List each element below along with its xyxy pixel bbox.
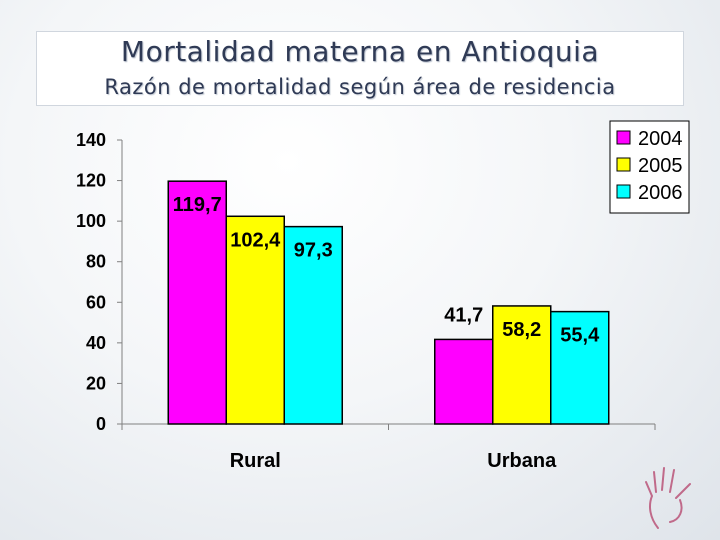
data-label: 58,2 bbox=[502, 319, 541, 341]
bar-2004-urbana bbox=[434, 338, 494, 425]
y-tick-label: 140 bbox=[76, 130, 106, 150]
bar-2006-urbana bbox=[550, 310, 610, 425]
legend-label: 2006 bbox=[638, 182, 683, 204]
x-category-label: Rural bbox=[230, 450, 281, 472]
data-label: 55,4 bbox=[560, 325, 600, 347]
legend-label: 2005 bbox=[638, 155, 683, 177]
data-label: 102,4 bbox=[230, 229, 281, 251]
y-tick-label: 40 bbox=[86, 333, 106, 353]
y-tick-label: 0 bbox=[96, 414, 106, 434]
slide-title: Mortalidad materna en Antioquia bbox=[120, 35, 600, 68]
bar-2006-rural bbox=[283, 225, 343, 425]
data-label: 119,7 bbox=[173, 194, 222, 216]
title-box: Mortalidad materna en Antioquia Razón de… bbox=[36, 31, 684, 106]
y-tick-label: 20 bbox=[86, 373, 106, 393]
x-category-label: Urbana bbox=[487, 450, 557, 472]
chart-bars bbox=[167, 180, 610, 425]
legend-swatch-2004 bbox=[616, 130, 631, 145]
data-label: 97,3 bbox=[294, 240, 333, 262]
y-tick-label: 120 bbox=[76, 171, 106, 191]
data-label: 41,7 bbox=[444, 304, 483, 326]
bar-2004-rural bbox=[167, 180, 227, 425]
y-tick-label: 100 bbox=[76, 211, 106, 231]
y-tick-label: 60 bbox=[86, 292, 106, 312]
chart-data-labels: 119,7 102,4 97,3 41,7 58,2 55,4 bbox=[173, 194, 600, 346]
hand-logo-icon bbox=[645, 467, 691, 529]
y-tick-label: 80 bbox=[86, 252, 106, 272]
slide-subtitle: Razón de mortalidad según área de reside… bbox=[104, 75, 616, 99]
legend-label: 2004 bbox=[638, 128, 683, 150]
legend-swatch-2006 bbox=[616, 184, 631, 199]
chart-legend: 2004 2005 2006 bbox=[609, 120, 690, 214]
bar-2005-rural bbox=[225, 215, 285, 425]
chart-axes: 0 20 40 60 80 100 120 140 Rural Urbana bbox=[76, 130, 656, 472]
bar-2005-urbana bbox=[492, 305, 552, 425]
legend-swatch-2005 bbox=[616, 157, 631, 172]
